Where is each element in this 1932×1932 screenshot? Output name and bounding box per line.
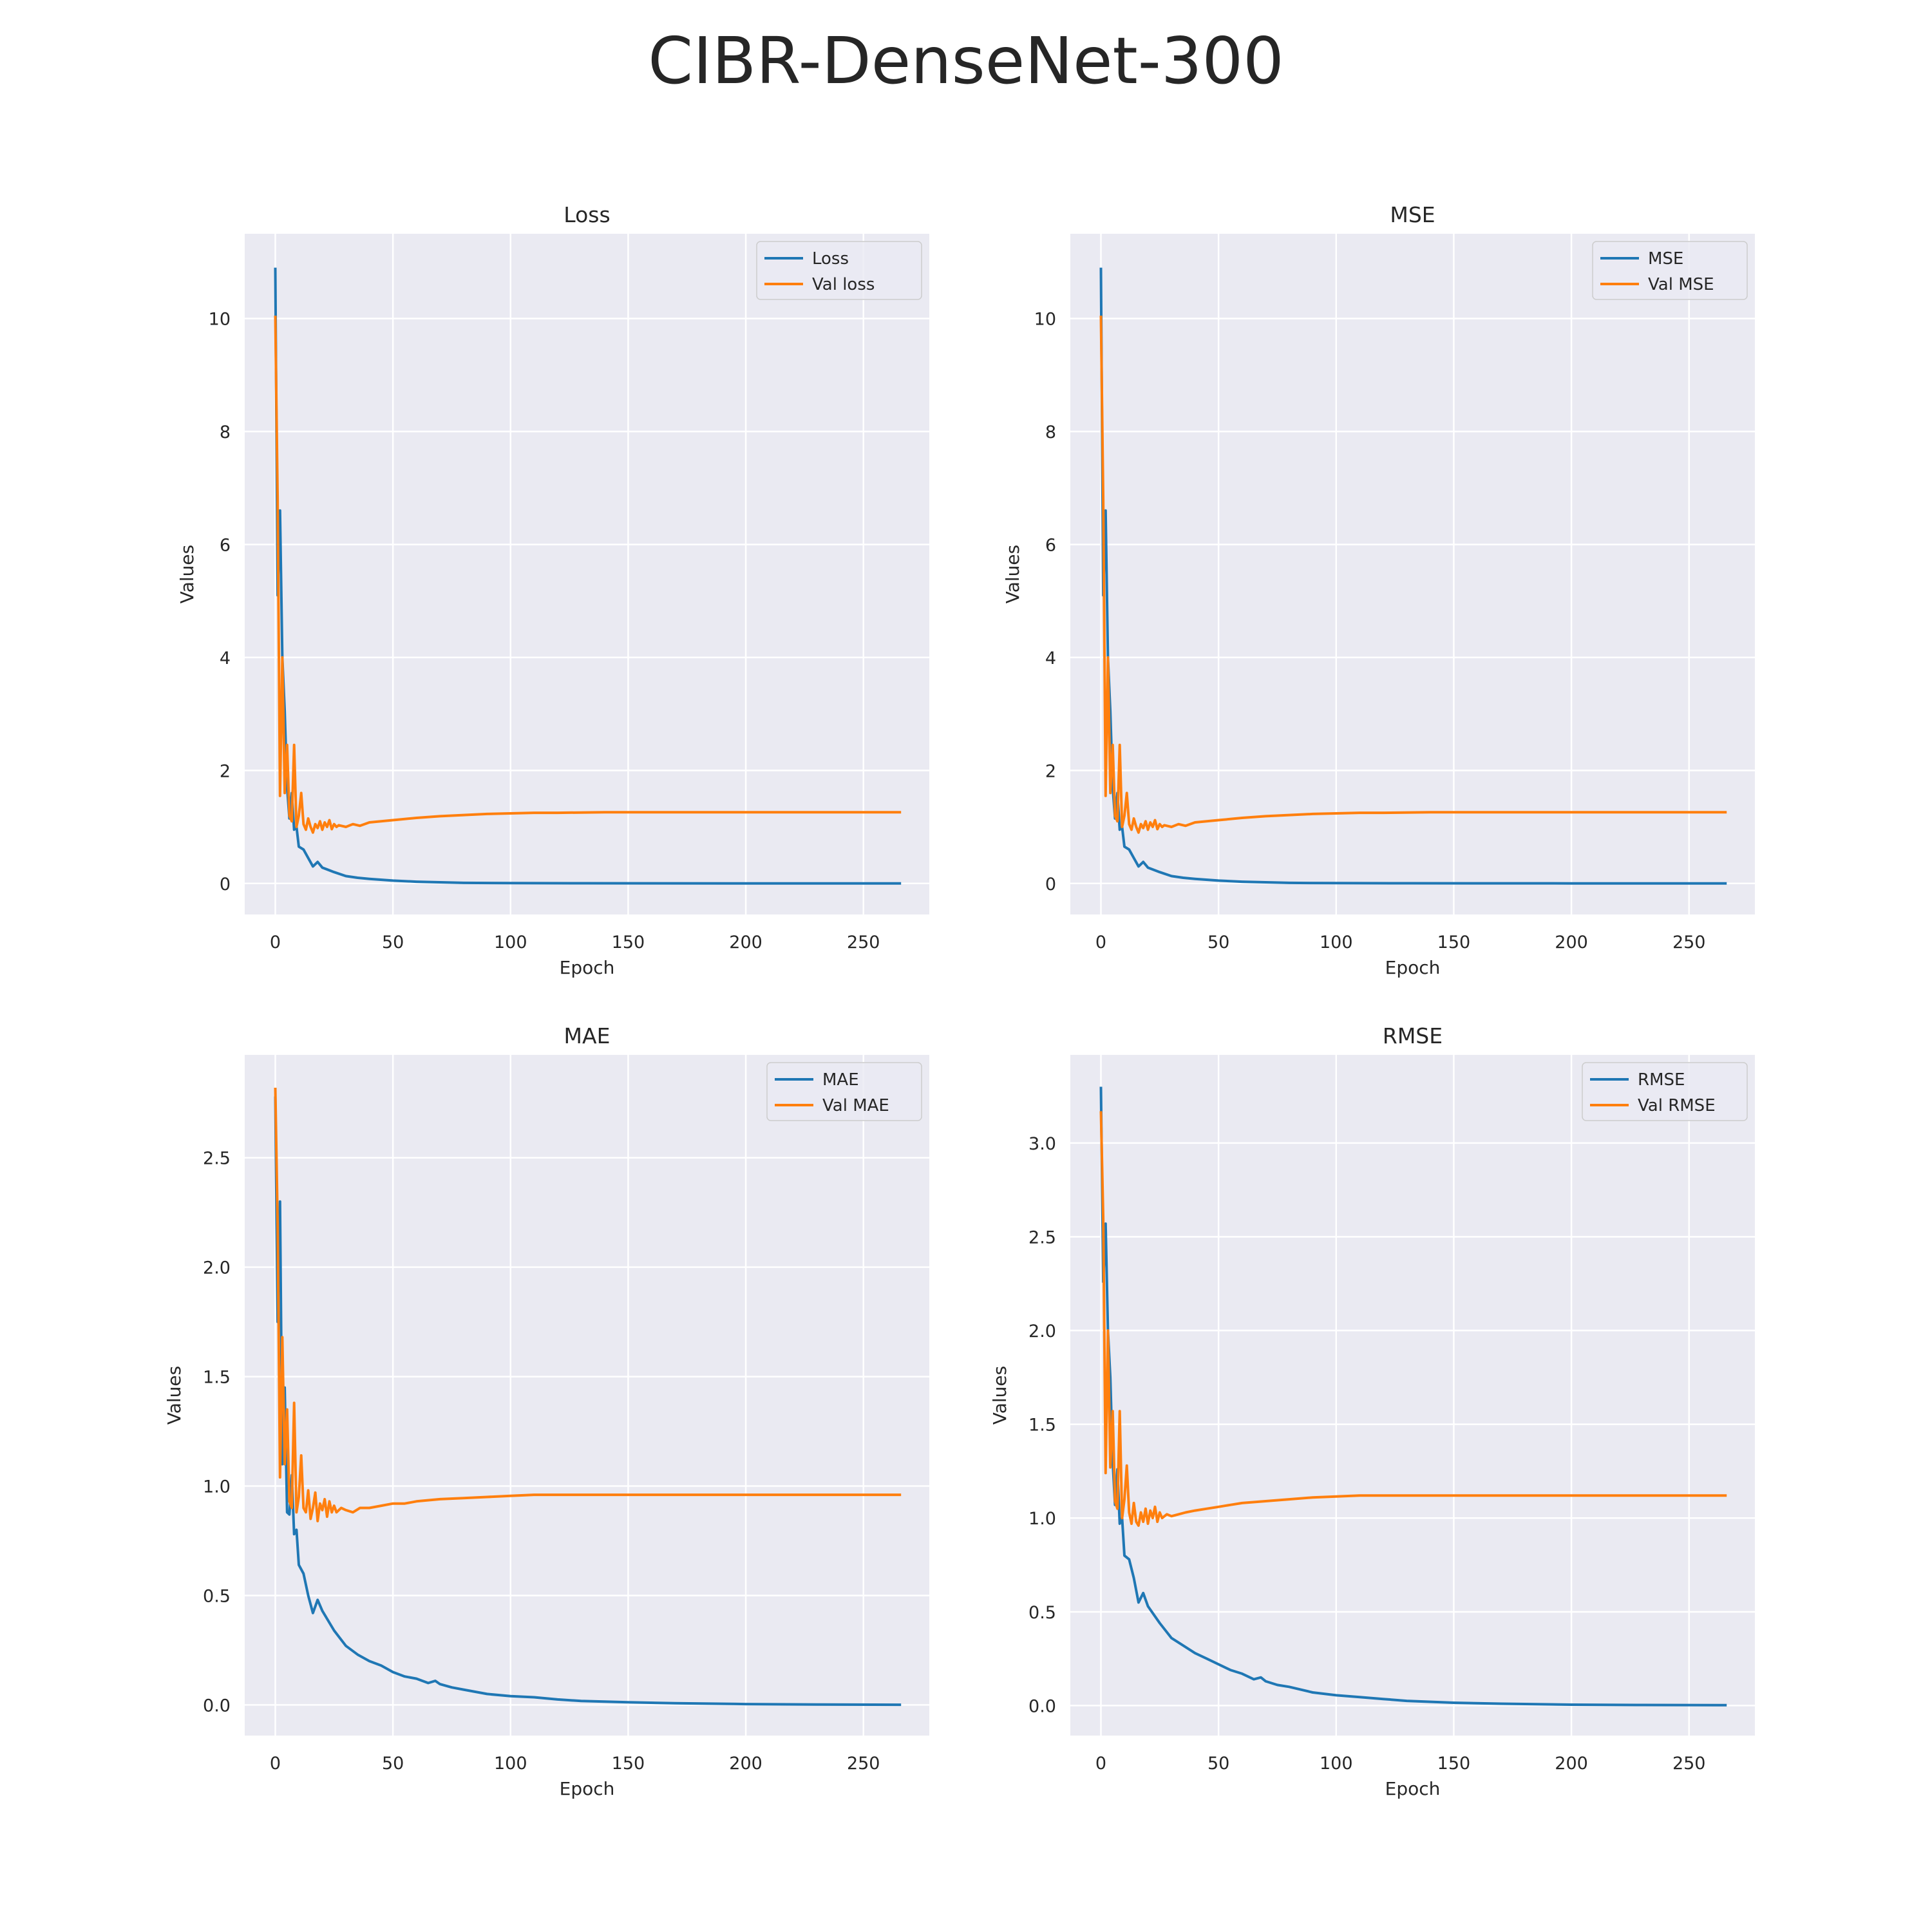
- chart-rmse-y-tick-label: 3.0: [1028, 1134, 1056, 1154]
- chart-loss-x-tick-label: 250: [847, 933, 880, 952]
- chart-mae-y-tick-label: 1.5: [203, 1368, 231, 1388]
- chart-loss-series-val-loss-line: [274, 316, 902, 834]
- chart-mae-y-tick-label: 2.0: [203, 1258, 231, 1278]
- chart-mae-legend-label-mae: MAE: [822, 1070, 859, 1090]
- chart-mae-x-tick-label: 50: [382, 1754, 404, 1774]
- chart-mse-y-tick-label: 2: [1045, 761, 1056, 781]
- chart-mse-plot-area: [1070, 234, 1755, 914]
- chart-loss-x-axis-label: Epoch: [560, 957, 615, 978]
- chart-rmse-x-tick-label: 0: [1095, 1754, 1106, 1774]
- chart-rmse-series-val-rmse-line: [1099, 1111, 1727, 1527]
- chart-rmse-plot-area: [1070, 1055, 1755, 1736]
- chart-mae-legend-label-val-mae: Val MAE: [822, 1096, 889, 1115]
- chart-loss-x-tick-label: 150: [612, 933, 645, 952]
- chart-mse-legend-label-val-mse: Val MSE: [1648, 275, 1714, 294]
- chart-rmse-x-tick-label: 150: [1437, 1754, 1471, 1774]
- chart-mae-x-tick-label: 200: [729, 1754, 762, 1774]
- chart-rmse-y-tick-label: 1.0: [1028, 1509, 1056, 1529]
- chart-rmse-y-tick-label: 1.5: [1028, 1416, 1056, 1435]
- chart-mse-x-tick-label: 100: [1320, 933, 1353, 952]
- chart-mse-x-tick-label: 0: [1095, 933, 1106, 952]
- chart-loss-title: Loss: [564, 202, 610, 227]
- chart-loss-y-tick-label: 2: [220, 761, 231, 781]
- chart-mae: 0 50 100 150 200 250 0.0 0.5 1.0 1.5 2.0 2.5 MAE Epoc…: [164, 1023, 929, 1799]
- chart-mae-y-tick-label: 2.5: [203, 1149, 231, 1169]
- chart-mse-y-tick-label: 6: [1045, 535, 1056, 555]
- chart-loss-legend-label-loss: Loss: [812, 249, 849, 269]
- chart-mse-y-tick-label: 4: [1045, 649, 1056, 668]
- chart-mae-y-tick-label: 0.5: [203, 1586, 231, 1606]
- chart-rmse-y-tick-label: 2.0: [1028, 1321, 1056, 1341]
- chart-mse-x-tick-label: 250: [1672, 933, 1706, 952]
- chart-mae-x-tick-label: 100: [494, 1754, 527, 1774]
- chart-loss-y-axis-label: Values: [176, 545, 198, 603]
- chart-loss-y-tick-label: 4: [220, 649, 231, 668]
- figure-title: CIBR-DenseNet-300: [648, 23, 1284, 99]
- chart-rmse-x-tick-label: 50: [1208, 1754, 1229, 1774]
- chart-loss-legend: Loss Val loss: [756, 241, 922, 300]
- chart-rmse-title: RMSE: [1383, 1023, 1443, 1048]
- chart-rmse-x-tick-label: 200: [1555, 1754, 1588, 1774]
- chart-mse-x-tick-label: 200: [1555, 933, 1588, 952]
- chart-mse-x-tick-label: 50: [1208, 933, 1229, 952]
- chart-rmse-y-tick-label: 0.5: [1028, 1603, 1056, 1623]
- chart-loss-y-tick-label: 10: [209, 310, 231, 330]
- chart-rmse: 0 50 100 150 200 250 0.0 0.5 1.0 1.5 2.0 2.5 3.0 RMSE…: [989, 1023, 1755, 1799]
- chart-rmse-legend-label-val-rmse: Val RMSE: [1638, 1096, 1716, 1115]
- chart-mse-x-axis-label: Epoch: [1385, 957, 1441, 978]
- chart-mae-y-tick-label: 1.0: [203, 1477, 231, 1497]
- chart-loss-x-tick-label: 200: [729, 933, 762, 952]
- chart-loss-plot-area: [245, 234, 929, 914]
- chart-mae-plot-area: [245, 1055, 929, 1736]
- chart-loss-legend-label-val-loss: Val loss: [812, 275, 875, 294]
- chart-mse-title: MSE: [1390, 202, 1435, 227]
- chart-rmse-legend: RMSE Val RMSE: [1582, 1062, 1748, 1121]
- chart-rmse-x-tick-label: 100: [1320, 1754, 1353, 1774]
- chart-mse-y-tick-label: 8: [1045, 422, 1056, 442]
- chart-mae-title: MAE: [564, 1023, 611, 1048]
- chart-rmse-x-axis-label: Epoch: [1385, 1778, 1441, 1799]
- chart-mse-series-val-mse-line: [1099, 316, 1727, 834]
- chart-mse-y-axis-label: Values: [1002, 545, 1023, 603]
- chart-mse-x-tick-label: 150: [1437, 933, 1471, 952]
- chart-loss-x-tick-label: 0: [270, 933, 281, 952]
- chart-mae-x-axis-label: Epoch: [560, 1778, 615, 1799]
- chart-mae-legend: MAE Val MAE: [766, 1062, 922, 1121]
- chart-mse: 0 50 100 150 200 250 0 2 4 6 8 10 MSE Epoch Values MSE V…: [1002, 202, 1755, 978]
- chart-mae-y-axis-label: Values: [164, 1366, 185, 1425]
- chart-rmse-y-tick-label: 0.0: [1028, 1696, 1056, 1716]
- chart-loss-x-tick-label: 50: [382, 933, 404, 952]
- chart-rmse-x-tick-label: 250: [1672, 1754, 1706, 1774]
- chart-mse-y-tick-label: 0: [1045, 875, 1056, 895]
- chart-mse-legend-label-mse: MSE: [1648, 249, 1683, 269]
- chart-loss-y-tick-label: 0: [220, 875, 231, 895]
- chart-loss-y-tick-label: 6: [220, 535, 231, 555]
- chart-mae-y-tick-label: 0.0: [203, 1696, 231, 1716]
- chart-loss: 0 50 100 150 200 250 0 2 4 6 8 10 Loss Epoch Values Los…: [176, 202, 929, 978]
- chart-loss-x-tick-label: 100: [494, 933, 527, 952]
- chart-mae-x-tick-label: 0: [270, 1754, 281, 1774]
- chart-rmse-legend-label-rmse: RMSE: [1638, 1070, 1685, 1090]
- chart-mse-legend: MSE Val MSE: [1592, 241, 1748, 300]
- chart-rmse-y-axis-label: Values: [989, 1366, 1010, 1425]
- chart-mae-series-val-mae-line: [274, 1087, 902, 1522]
- chart-loss-y-tick-label: 8: [220, 422, 231, 442]
- chart-mse-y-tick-label: 10: [1034, 310, 1056, 330]
- chart-mae-x-tick-label: 250: [847, 1754, 880, 1774]
- chart-mae-x-tick-label: 150: [612, 1754, 645, 1774]
- chart-rmse-y-tick-label: 2.5: [1028, 1227, 1056, 1247]
